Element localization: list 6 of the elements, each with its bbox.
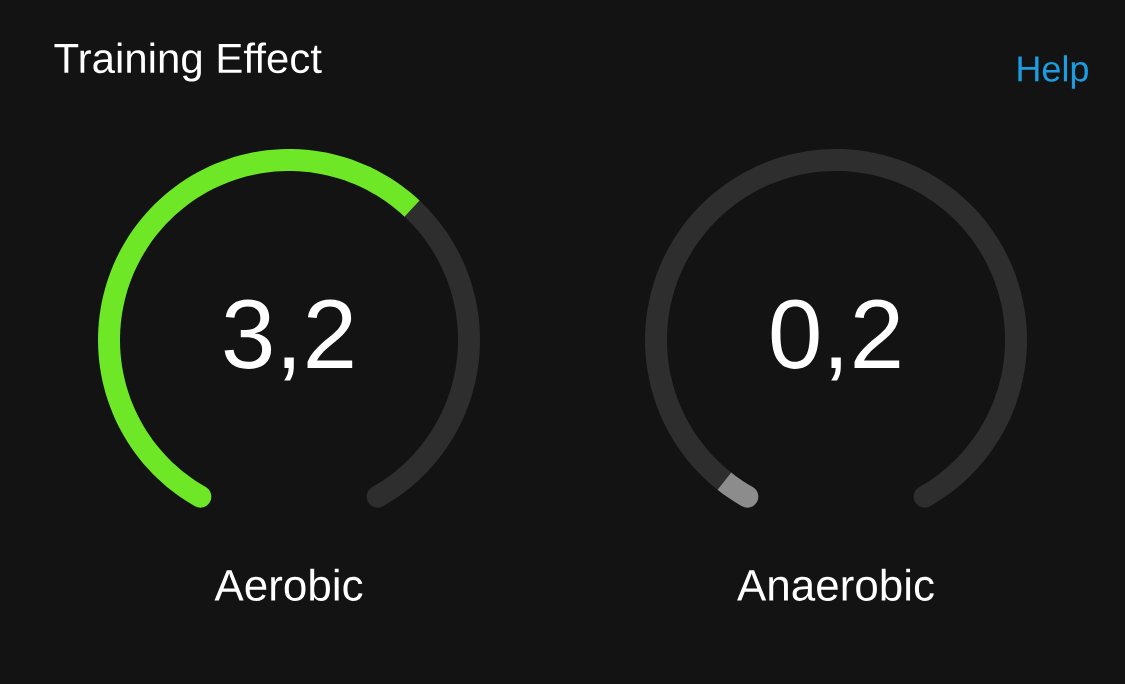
chart-title: Training Effect [54,42,322,82]
text: Aerobic [214,568,363,601]
text: Anaerobic [737,568,934,601]
text: 0,2 [771,299,900,381]
text: 3,2 [224,299,353,381]
text: Help [1018,55,1088,89]
